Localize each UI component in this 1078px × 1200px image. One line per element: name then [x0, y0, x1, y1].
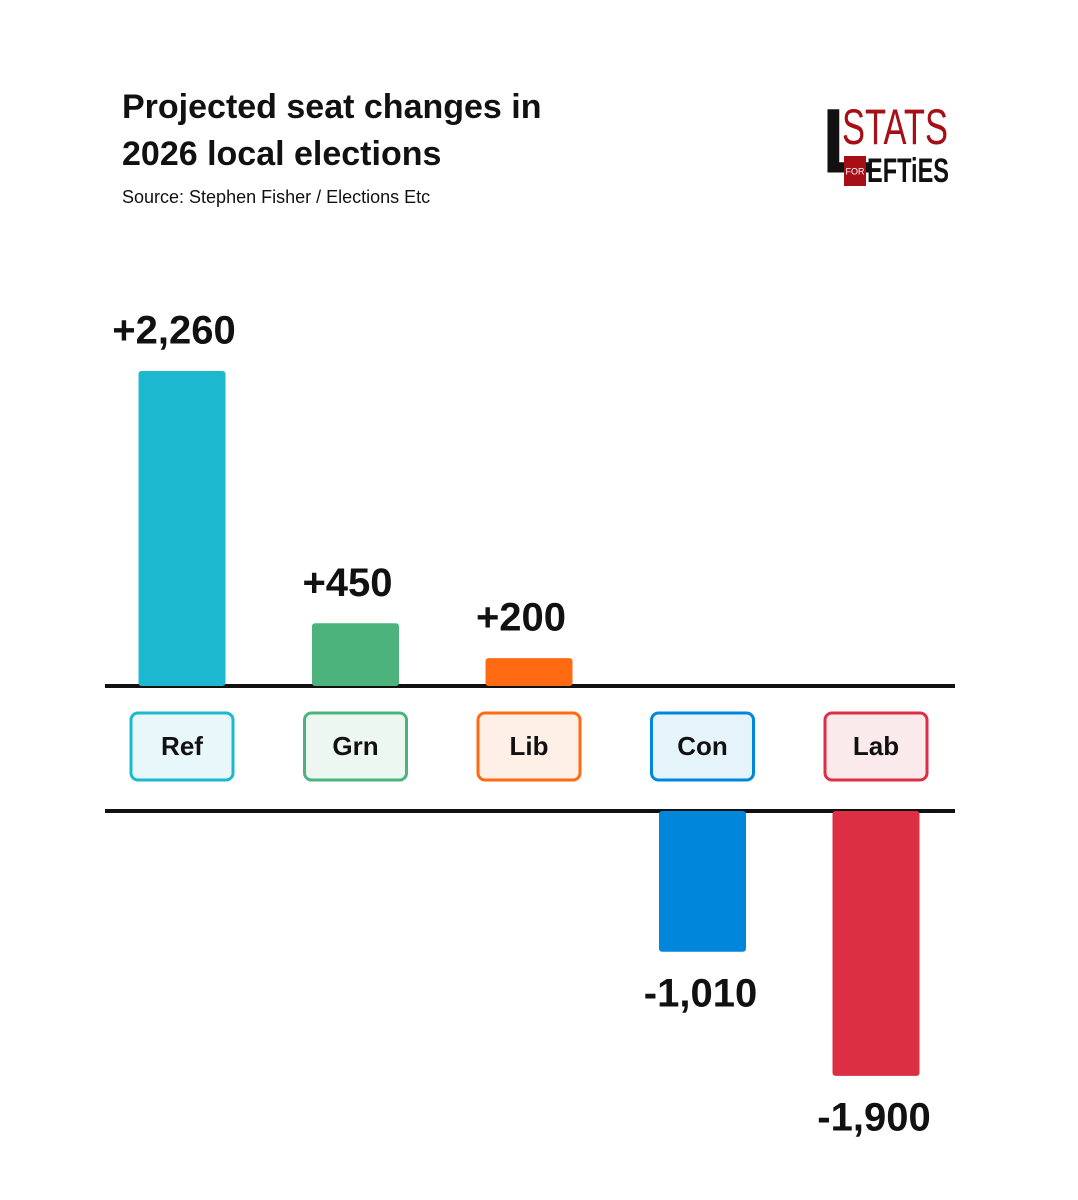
- category-box-border: [823, 711, 929, 782]
- value-label: +2,260: [112, 309, 235, 353]
- category-box-border: [650, 711, 755, 782]
- bar: [485, 658, 573, 686]
- category-label: Lab: [853, 731, 899, 761]
- bar: [659, 811, 746, 952]
- bar: [138, 371, 226, 686]
- chart-subtitle: Source: Stephen Fisher / Elections Etc: [122, 187, 431, 207]
- bar: [312, 623, 399, 686]
- value-label: +200: [476, 596, 566, 640]
- logo-for: FOR: [846, 166, 865, 176]
- logo: L STATS FOR EFTiES: [822, 90, 949, 192]
- category-label: Lib: [510, 731, 549, 761]
- category-box: [825, 713, 927, 780]
- category-box-border: [476, 711, 582, 782]
- chart-title: Projected seat changes in 2026 local ele…: [122, 88, 542, 173]
- value-label: -1,010: [644, 971, 757, 1015]
- bar: [832, 811, 920, 1076]
- category-box: [131, 713, 233, 780]
- logo-box: [844, 156, 866, 186]
- category-box: [651, 713, 754, 780]
- category-label: Grn: [332, 731, 378, 761]
- value-label: -1,900: [817, 1095, 930, 1139]
- category-box-border: [303, 711, 408, 782]
- category-box: [304, 713, 407, 780]
- category-box-border: [129, 711, 235, 782]
- logo-stats: STATS: [842, 99, 948, 155]
- logo-efties: EFTiES: [867, 152, 949, 190]
- category-label: Ref: [161, 731, 203, 761]
- value-label: +450: [302, 561, 392, 605]
- category-box: [478, 713, 580, 780]
- category-label: Con: [677, 731, 728, 761]
